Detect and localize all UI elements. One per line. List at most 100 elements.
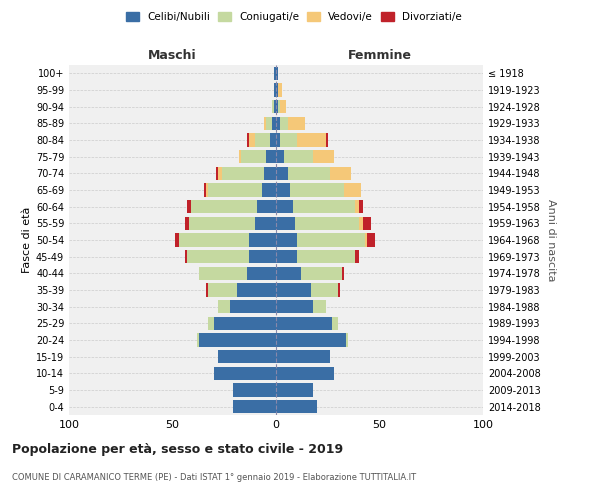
Bar xyxy=(208,316,214,330)
Bar xyxy=(346,334,349,346)
Bar xyxy=(247,266,276,280)
Bar xyxy=(355,250,359,264)
Bar xyxy=(278,84,282,96)
Bar xyxy=(284,150,313,164)
Text: COMUNE DI CARAMANICO TERME (PE) - Dati ISTAT 1° gennaio 2019 - Elaborazione TUTT: COMUNE DI CARAMANICO TERME (PE) - Dati I… xyxy=(12,472,416,482)
Bar xyxy=(276,300,313,314)
Bar xyxy=(208,184,262,196)
Bar xyxy=(276,334,346,346)
Bar xyxy=(363,216,371,230)
Bar xyxy=(330,166,350,180)
Bar xyxy=(185,250,187,264)
Bar xyxy=(230,300,276,314)
Bar xyxy=(199,266,247,280)
Bar xyxy=(208,284,236,296)
Bar xyxy=(179,234,249,246)
Bar xyxy=(257,200,276,213)
Bar xyxy=(214,366,276,380)
Bar xyxy=(289,116,305,130)
Bar xyxy=(276,166,289,180)
Bar xyxy=(359,200,363,213)
Bar xyxy=(197,334,199,346)
Bar xyxy=(222,166,263,180)
Bar xyxy=(365,234,367,246)
Bar xyxy=(249,134,256,146)
Bar xyxy=(296,234,365,246)
Bar xyxy=(296,134,326,146)
Bar xyxy=(301,266,342,280)
Bar xyxy=(276,400,317,413)
Bar xyxy=(276,234,296,246)
Bar xyxy=(216,166,218,180)
Bar xyxy=(266,150,276,164)
Bar xyxy=(276,116,280,130)
Bar xyxy=(233,384,276,396)
Bar xyxy=(241,150,266,164)
Bar xyxy=(276,84,278,96)
Bar xyxy=(276,66,278,80)
Bar xyxy=(175,234,179,246)
Bar xyxy=(206,284,208,296)
Bar xyxy=(276,384,313,396)
Legend: Celibi/Nubili, Coniugati/e, Vedovi/e, Divorziati/e: Celibi/Nubili, Coniugati/e, Vedovi/e, Di… xyxy=(122,8,466,26)
Bar xyxy=(280,100,286,114)
Bar xyxy=(233,400,276,413)
Bar xyxy=(185,216,189,230)
Bar xyxy=(295,216,359,230)
Text: Maschi: Maschi xyxy=(148,48,197,62)
Bar xyxy=(290,184,344,196)
Bar xyxy=(344,184,361,196)
Bar xyxy=(355,200,359,213)
Bar xyxy=(367,234,376,246)
Bar xyxy=(218,300,230,314)
Bar xyxy=(249,250,276,264)
Bar xyxy=(276,184,290,196)
Bar xyxy=(266,116,272,130)
Bar xyxy=(296,250,355,264)
Bar xyxy=(332,316,338,330)
Bar xyxy=(311,284,338,296)
Text: Popolazione per età, sesso e stato civile - 2019: Popolazione per età, sesso e stato civil… xyxy=(12,442,343,456)
Bar xyxy=(203,184,206,196)
Bar xyxy=(276,134,280,146)
Bar xyxy=(276,200,293,213)
Bar xyxy=(274,66,276,80)
Bar xyxy=(338,284,340,296)
Bar xyxy=(276,216,295,230)
Bar xyxy=(293,200,355,213)
Bar xyxy=(313,150,334,164)
Bar xyxy=(189,216,256,230)
Bar xyxy=(239,150,241,164)
Bar xyxy=(276,250,296,264)
Bar xyxy=(276,150,284,164)
Bar xyxy=(270,134,276,146)
Bar xyxy=(272,100,274,114)
Bar xyxy=(359,216,363,230)
Bar xyxy=(206,184,208,196)
Bar xyxy=(342,266,344,280)
Bar xyxy=(263,166,276,180)
Bar xyxy=(191,200,257,213)
Bar xyxy=(276,284,311,296)
Bar xyxy=(247,134,249,146)
Bar xyxy=(276,266,301,280)
Bar xyxy=(187,250,249,264)
Bar xyxy=(199,334,276,346)
Bar xyxy=(272,116,276,130)
Y-axis label: Fasce di età: Fasce di età xyxy=(22,207,32,273)
Bar xyxy=(249,234,276,246)
Bar xyxy=(256,134,270,146)
Y-axis label: Anni di nascita: Anni di nascita xyxy=(546,198,556,281)
Bar xyxy=(326,134,328,146)
Bar xyxy=(263,116,266,130)
Bar xyxy=(276,350,330,364)
Bar xyxy=(262,184,276,196)
Bar xyxy=(218,166,222,180)
Bar xyxy=(214,316,276,330)
Bar xyxy=(256,216,276,230)
Bar xyxy=(276,366,334,380)
Bar xyxy=(289,166,330,180)
Bar xyxy=(276,316,332,330)
Bar xyxy=(218,350,276,364)
Text: Femmine: Femmine xyxy=(347,48,412,62)
